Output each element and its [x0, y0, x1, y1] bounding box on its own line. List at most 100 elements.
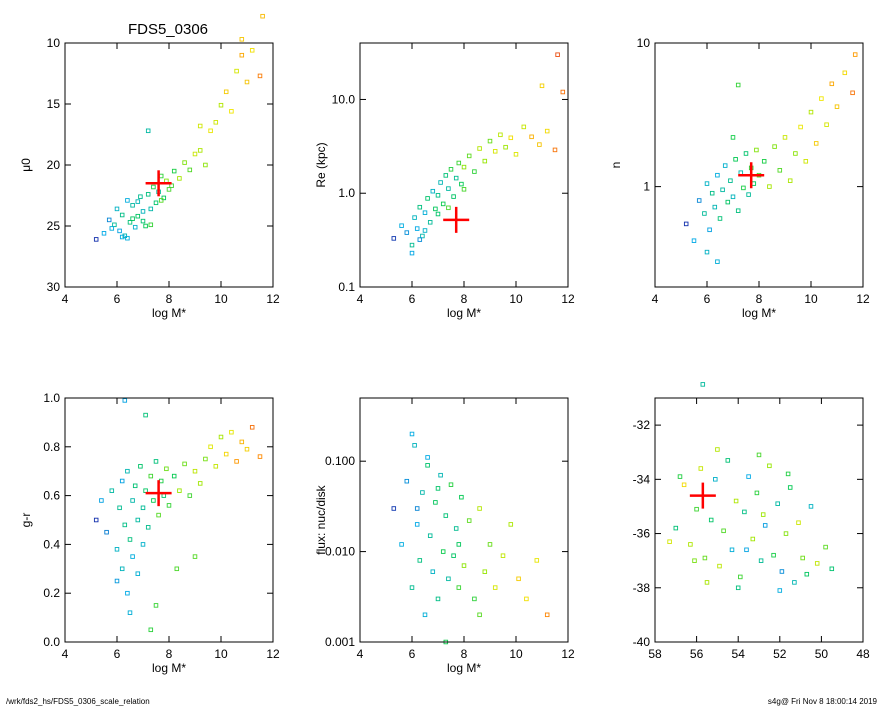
data-point	[735, 82, 741, 88]
data-point	[796, 520, 801, 525]
data-point	[829, 566, 835, 572]
y-axis-label: g-r	[19, 513, 33, 528]
data-point	[127, 610, 133, 615]
data-point	[122, 522, 128, 528]
data-point	[135, 199, 141, 204]
data-point	[808, 504, 814, 509]
data-point	[696, 198, 702, 203]
data-point	[187, 167, 193, 173]
data-point	[435, 211, 441, 217]
data-point	[114, 547, 120, 552]
y-tick-label: 15	[47, 97, 61, 111]
data-point	[521, 124, 527, 130]
data-point	[443, 173, 449, 178]
axes-frame-mu0	[64, 42, 274, 288]
data-point	[122, 233, 128, 239]
data-point	[119, 478, 125, 484]
data-point	[135, 213, 141, 219]
data-point	[717, 563, 722, 569]
data-point	[459, 494, 464, 500]
data-point	[492, 585, 498, 590]
data-point	[125, 468, 130, 474]
data-point	[702, 555, 708, 561]
y-tick-label: 10	[637, 36, 651, 50]
data-point	[448, 482, 454, 487]
data-point	[148, 473, 154, 479]
panel-gr: 4 6 8 10 12 0.0 0.2 0.4 0.6 0.8 1.0 log M* g-r	[19, 391, 280, 675]
data-point	[743, 151, 749, 156]
data-point	[425, 463, 430, 468]
data-point	[143, 412, 148, 418]
data-point	[472, 596, 477, 602]
x-tick-label: 10	[804, 292, 818, 306]
data-point	[782, 135, 788, 140]
data-point	[260, 13, 265, 19]
data-point	[824, 122, 829, 127]
data-point	[677, 474, 683, 479]
data-point	[208, 128, 213, 134]
data-point	[234, 459, 239, 464]
data-point	[229, 429, 234, 435]
y-axis-label: Re (kpc)	[314, 142, 328, 187]
data-point	[417, 237, 423, 242]
x-tick-label: 56	[690, 647, 704, 661]
data-point	[145, 192, 151, 197]
data-point	[257, 73, 263, 79]
data-point	[132, 483, 138, 489]
data-point	[707, 227, 712, 233]
data-point	[814, 561, 820, 566]
y-tick-label: 10.0	[332, 92, 356, 106]
data-point	[130, 203, 135, 208]
data-point	[109, 226, 115, 231]
data-point	[472, 169, 477, 174]
data-point	[409, 242, 415, 248]
panel-mu0: 4 6 8 10 12 10 15 20 25 30 log M* μ0	[19, 13, 280, 320]
data-point	[182, 160, 187, 165]
y-tick-label: 30	[47, 280, 61, 294]
x-tick-label: 8	[461, 647, 468, 661]
data-point	[779, 569, 785, 574]
data-point	[513, 152, 519, 157]
data-point	[852, 52, 858, 57]
x-tick-label: 4	[62, 292, 69, 306]
data-point	[487, 542, 493, 547]
data-point	[249, 425, 255, 430]
data-point	[125, 235, 130, 241]
data-point	[412, 443, 417, 448]
points-mu0	[93, 13, 265, 242]
data-point	[119, 212, 125, 218]
marker-cross	[689, 482, 716, 509]
data-point	[741, 185, 746, 191]
data-point	[430, 569, 436, 574]
data-point	[560, 89, 566, 95]
data-point	[722, 163, 728, 168]
data-point	[438, 180, 443, 185]
data-point	[792, 580, 797, 585]
data-point	[409, 250, 415, 256]
data-point	[409, 431, 415, 437]
footer-right: s4g@ Fri Nov 8 18:00:14 2019	[767, 697, 877, 706]
data-point	[422, 612, 428, 618]
x-tick-label: 4	[357, 292, 364, 306]
y-tick-label: 1.0	[338, 186, 355, 200]
x-tick-label: 6	[409, 292, 416, 306]
data-point	[229, 109, 234, 114]
x-tick-label: 4	[357, 647, 364, 661]
data-point	[239, 52, 245, 58]
data-point	[813, 141, 819, 146]
y-tick-label: 10	[47, 36, 61, 50]
data-point	[673, 525, 679, 531]
y-tick-label: 1	[643, 180, 650, 194]
data-point	[213, 464, 219, 469]
data-point	[772, 144, 777, 149]
x-axis-label: log M*	[447, 661, 481, 675]
data-point	[433, 206, 438, 212]
data-point	[503, 144, 508, 150]
data-point	[500, 553, 506, 558]
data-point	[138, 194, 143, 199]
data-point	[140, 542, 146, 547]
y-tick-label: 0.0	[43, 635, 60, 649]
y-tick-label: -36	[633, 527, 651, 541]
data-point	[197, 123, 203, 129]
data-point	[842, 70, 848, 76]
